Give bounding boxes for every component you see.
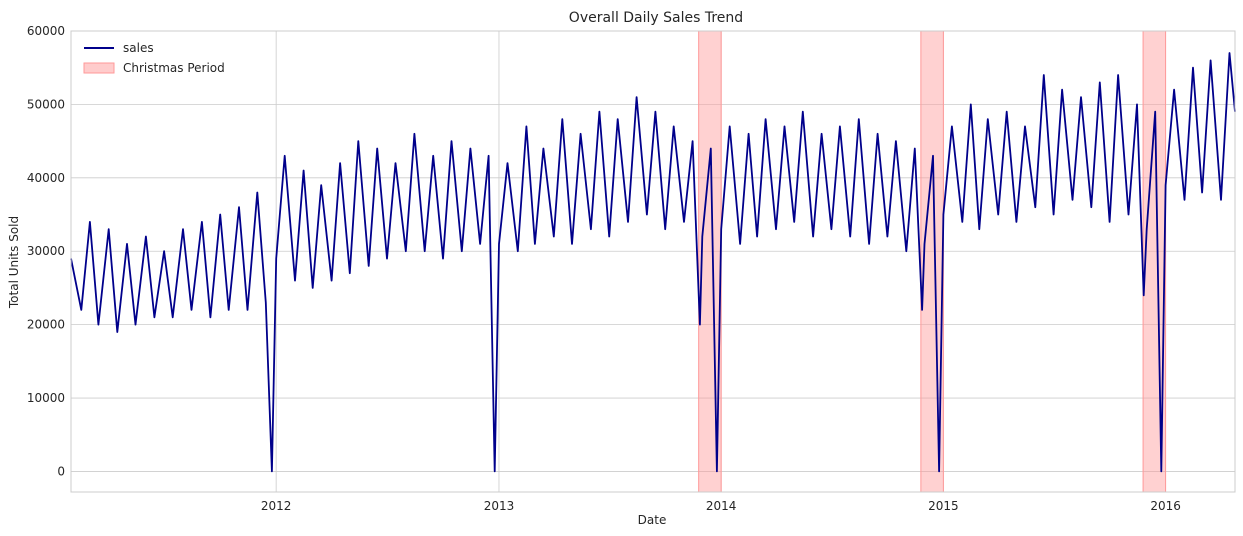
legend-christmas-label: Christmas Period	[123, 61, 225, 75]
sales-line-layer	[70, 52, 1236, 473]
y-tick-label: 40000	[27, 171, 65, 185]
chart-title: Overall Daily Sales Trend	[569, 10, 743, 26]
x-tick-label: 2016	[1150, 499, 1181, 513]
tick-labels: 0 10000 20000 30000 40000 50000 60000 2012 2013 2…	[27, 24, 1181, 513]
y-tick-label: 20000	[27, 318, 65, 332]
x-tick-label: 2014	[706, 499, 737, 513]
y-tick-label: 60000	[27, 24, 65, 38]
y-tick-label: 10000	[27, 391, 65, 405]
y-axis-label: Total Units Sold	[7, 216, 21, 309]
y-tick-label: 30000	[27, 244, 65, 258]
x-tick-label: 2012	[261, 499, 292, 513]
legend-sales-label: sales	[123, 41, 154, 55]
x-tick-label: 2013	[484, 499, 515, 513]
legend-christmas-swatch	[83, 62, 115, 74]
y-tick-label: 0	[57, 464, 65, 478]
legend: sales Christmas Period	[78, 38, 253, 82]
sales-series-line	[70, 52, 1236, 473]
y-tick-label: 50000	[27, 97, 65, 111]
x-tick-label: 2015	[928, 499, 959, 513]
x-axis-label: Date	[638, 513, 667, 527]
legend-box	[78, 38, 253, 82]
plot-frame	[70, 30, 1236, 493]
